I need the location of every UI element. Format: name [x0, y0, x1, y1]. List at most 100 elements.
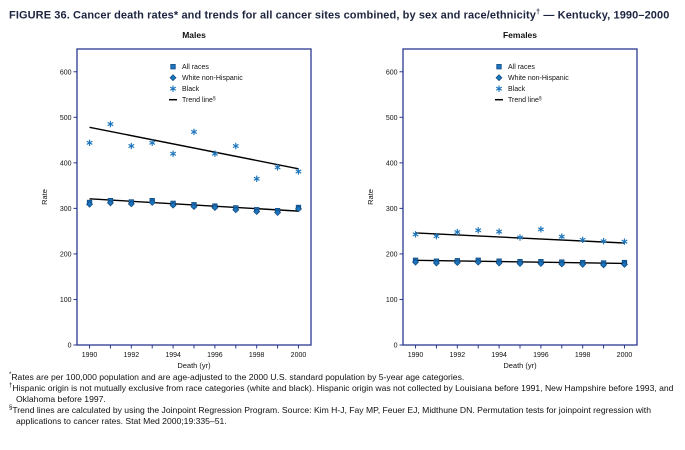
footnote-text: Rates are per 100,000 population and are… [11, 371, 465, 382]
marker-asterisk [432, 232, 439, 240]
marker-asterisk [274, 163, 281, 171]
y-tick-label: 500 [385, 114, 397, 121]
y-tick-label: 200 [59, 251, 71, 258]
panel-title: Females [502, 30, 536, 40]
x-tick-label: 1994 [491, 352, 507, 359]
legend-label: White non-Hispanic [508, 75, 569, 82]
marker-asterisk [579, 236, 586, 243]
marker-diamond [106, 199, 114, 207]
marker-asterisk [169, 85, 176, 92]
marker-asterisk [294, 167, 302, 175]
males-chart: Males 0 100 200 300 400 500 600 1990 1992 1994 1996… [40, 30, 312, 370]
charts-row: Males 0 100 200 300 400 500 600 1990 1992 1994 1996… [9, 25, 676, 370]
legend-label: White non-Hispanic [182, 75, 243, 82]
figure-title-text: FIGURE 36. Cancer death rates* and trend… [9, 9, 536, 22]
figure-title-suffix: — Kentucky, 1990–2000 [540, 9, 670, 22]
figure-title: FIGURE 36. Cancer death rates* and trend… [9, 7, 676, 22]
marker-diamond [536, 259, 544, 267]
y-tick-label: 300 [59, 206, 71, 213]
marker-diamond [210, 203, 218, 211]
y-tick-label: 0 [393, 342, 397, 349]
marker-diamond [578, 260, 586, 268]
legend-label: Black [508, 86, 526, 93]
marker-asterisk [127, 142, 134, 149]
marker-asterisk [253, 175, 260, 182]
plot-frame [401, 48, 638, 346]
y-axis-label: Rate [366, 189, 375, 205]
marker-diamond [190, 202, 197, 210]
plot-frame [75, 48, 312, 346]
marker-asterisk [495, 228, 502, 235]
marker-asterisk [148, 139, 155, 146]
y-tick-label: 300 [385, 206, 397, 213]
marker-asterisk [211, 150, 218, 157]
y-tick-label: 400 [59, 160, 71, 167]
legend-label-trend: Trend line§ [508, 96, 542, 104]
marker-diamond [599, 261, 607, 268]
x-tick-label: 1992 [123, 352, 139, 359]
marker-asterisk [620, 238, 628, 245]
marker-asterisk [558, 233, 565, 240]
legend-label: All races [508, 64, 535, 71]
footnote-text: Hispanic origin is not mutually exclusiv… [12, 382, 674, 404]
y-tick-label: 200 [385, 251, 397, 258]
marker-asterisk [600, 237, 607, 245]
marker-diamond [411, 258, 419, 266]
marker-diamond [453, 258, 461, 266]
marker-asterisk [516, 233, 523, 241]
legend-label: Black [182, 86, 200, 93]
marker-diamond [495, 259, 503, 267]
marker-diamond [169, 73, 176, 81]
footnote-marker: § [9, 404, 13, 411]
marker-diamond [474, 258, 482, 266]
marker-asterisk [232, 142, 239, 149]
marker-diamond [495, 73, 502, 81]
y-tick-label: 600 [59, 69, 71, 76]
x-axis-label: Death (yr) [177, 361, 211, 370]
footnotes: *Rates are per 100,000 population and ar… [9, 372, 676, 427]
legend-label: All races [182, 64, 209, 71]
marker-diamond [294, 205, 302, 212]
marker-asterisk [411, 230, 419, 238]
x-tick-label: 1996 [207, 352, 223, 359]
y-tick-label: 0 [67, 342, 71, 349]
marker-diamond [432, 259, 440, 267]
x-tick-label: 1996 [533, 352, 549, 359]
marker-square [495, 63, 502, 70]
marker-diamond [148, 198, 156, 206]
x-axis-label: Death (yr) [503, 361, 537, 370]
marker-diamond [85, 200, 93, 208]
x-tick-label: 1994 [165, 352, 181, 359]
y-axis-label: Rate [40, 189, 49, 205]
marker-diamond [557, 260, 565, 268]
x-tick-label: 1992 [449, 352, 465, 359]
y-tick-label: 600 [385, 69, 397, 76]
trend-line [88, 126, 299, 170]
x-tick-label: 1990 [407, 352, 423, 359]
marker-asterisk [537, 225, 544, 233]
y-tick-label: 400 [385, 160, 397, 167]
marker-diamond [516, 259, 523, 267]
marker-asterisk [169, 150, 176, 157]
y-tick-label: 100 [385, 297, 397, 304]
marker-diamond [273, 208, 281, 216]
marker-diamond [252, 207, 260, 215]
marker-asterisk [495, 85, 502, 92]
x-tick-label: 2000 [290, 352, 306, 359]
marker-asterisk [85, 139, 93, 146]
marker-asterisk [190, 128, 197, 135]
x-tick-label: 1998 [248, 352, 264, 359]
marker-diamond [127, 200, 135, 207]
marker-asterisk [474, 226, 481, 234]
marker-asterisk [453, 228, 460, 235]
footnote-marker: † [9, 382, 13, 389]
footnote-rates: *Rates are per 100,000 population and ar… [9, 372, 676, 383]
x-tick-label: 1998 [574, 352, 590, 359]
panel-title: Males [182, 30, 206, 40]
footnote-marker: * [9, 371, 12, 378]
marker-diamond [169, 201, 177, 209]
marker-diamond [231, 205, 239, 213]
legend-label-trend: Trend line§ [182, 96, 216, 104]
footnote-trend: §Trend lines are calculated by using the… [9, 405, 676, 427]
